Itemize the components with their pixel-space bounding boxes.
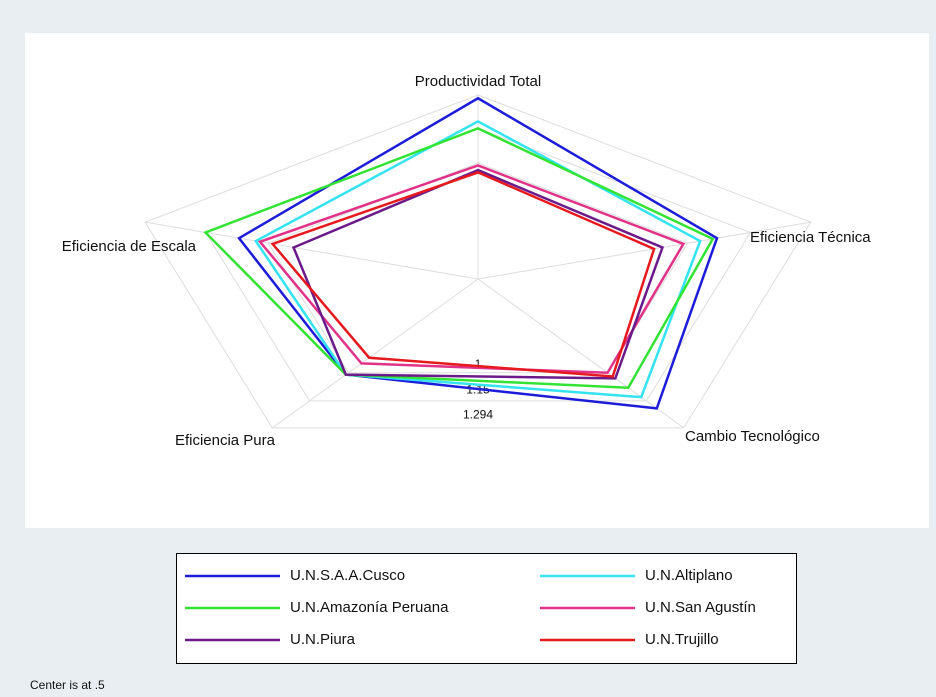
note: Center is at .5: [30, 678, 105, 692]
series-polygon: [203, 127, 715, 390]
axis-label: Eficiencia de Escala: [62, 238, 197, 255]
r-tick-label: 1: [475, 357, 482, 371]
r-tick-label: 1.294: [463, 407, 493, 421]
axis-label: Cambio Tecnológico: [685, 428, 820, 445]
grid-ring: [144, 94, 812, 429]
spoke: [477, 278, 685, 429]
series-polygon: [257, 164, 686, 375]
axis-label: Eficiencia Pura: [175, 432, 276, 449]
plot-area: [25, 33, 929, 528]
legend-label: U.N.San Agustín: [645, 599, 756, 616]
series-polygon: [237, 96, 719, 410]
legend-label: U.N.Piura: [290, 631, 356, 648]
legend-label: U.N.Altiplano: [645, 567, 733, 584]
grid-ring: [267, 162, 689, 374]
legend-label: U.N.Trujillo: [645, 631, 719, 648]
legend-label: U.N.S.A.A.Cusco: [290, 567, 405, 584]
series-polygon: [253, 119, 702, 399]
spoke: [145, 221, 479, 280]
series-polygon: [270, 171, 656, 378]
spoke: [271, 278, 479, 429]
spoke: [477, 221, 811, 280]
axis-label: Eficiencia Técnica: [750, 229, 871, 246]
axis-label: Productividad Total: [415, 73, 541, 90]
legend-label: U.N.Amazonía Peruana: [290, 599, 449, 616]
series-polygon: [291, 168, 665, 380]
